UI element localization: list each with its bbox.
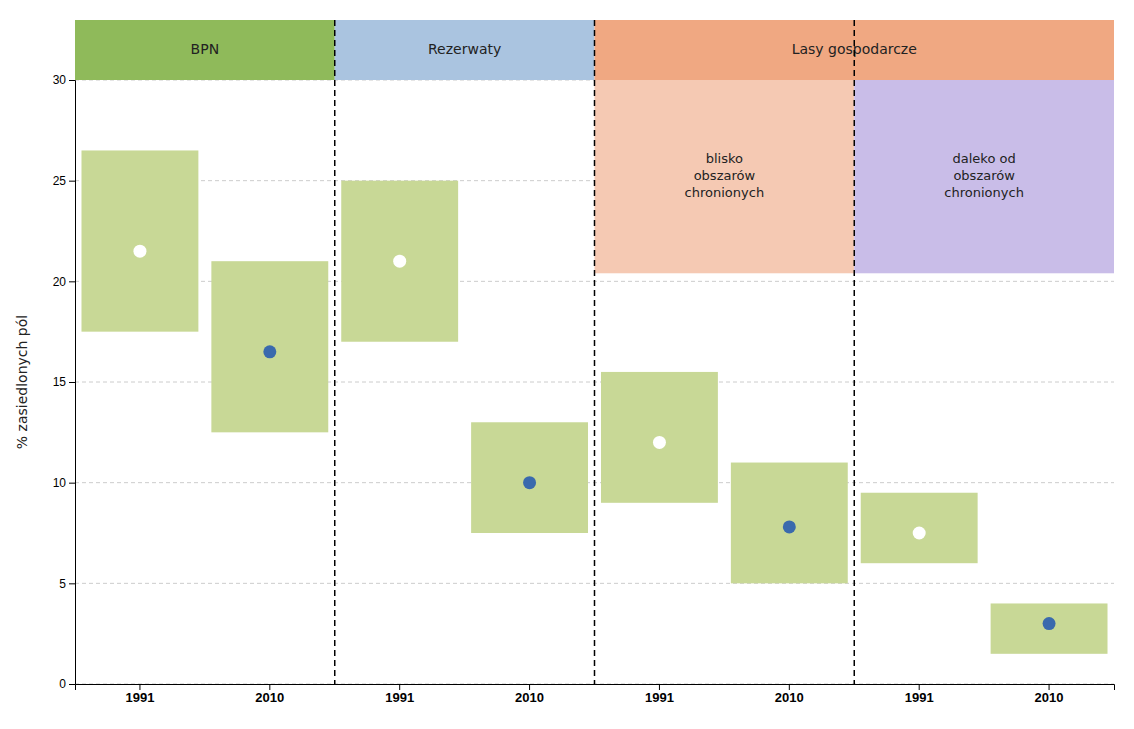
y-tick-label: 25 [53,174,67,188]
bar [81,150,198,331]
x-tick: 2010 [1035,684,1064,705]
x-tick: 1991 [905,684,934,705]
x-tick-label: 1991 [905,690,934,705]
y-tick-label: 30 [53,73,67,87]
point [653,436,666,449]
x-tick-label: 1991 [385,690,414,705]
x-axis-line [76,685,1115,691]
x-tick-mark [919,684,920,690]
y-tick-mark [69,684,75,685]
y-tick-mark [69,382,75,383]
point [783,520,796,533]
point [393,255,406,268]
bar [731,463,848,584]
x-tick: 2010 [255,684,284,705]
divider [334,20,336,684]
bar [861,493,978,563]
x-tick-mark [529,684,530,690]
y-tick: 10 [53,476,75,490]
y-tick-label: 10 [53,476,67,490]
x-tick-mark [1049,684,1050,690]
x-tick-mark [399,684,400,690]
x-tick-mark [269,684,270,690]
x-tick-label: 1991 [125,690,154,705]
y-tick-mark [69,583,75,584]
y-tick-label: 0 [59,677,66,691]
divider [594,20,596,684]
x-axis: 1991 2010 1991 2010 1991 2010 1991 2010 [76,684,1115,705]
point [1043,617,1056,630]
x-tick-label: 1991 [645,690,674,705]
sub-header-band [854,80,1114,273]
sub-header-band [595,80,855,273]
x-tick: 2010 [515,684,544,705]
x-tick-label: 2010 [1035,690,1064,705]
y-tick: 30 [53,73,75,87]
y-tick-mark [69,483,75,484]
bar [471,422,588,533]
header-label: BPN [191,41,220,57]
bar [991,603,1108,653]
y-tick: 15 [53,375,75,389]
header-band [335,20,595,80]
sub-header-label: daleko odobszarówchronionych [944,151,1024,200]
bar [211,261,328,432]
point [133,245,146,258]
y-tick-label: 15 [53,375,67,389]
y-tick-label: 5 [59,577,66,591]
x-tick-label: 2010 [775,690,804,705]
chart: bliskoobszarówchronionych daleko odobszar… [0,0,1134,729]
y-axis-title: % zasiedlonych pól [14,315,30,449]
x-tick: 1991 [385,684,414,705]
y-tick: 20 [53,275,75,289]
y-tick: 25 [53,174,75,188]
bar [341,181,458,342]
x-tick-label: 2010 [255,690,284,705]
x-tick-mark [139,684,140,690]
y-tick-mark [69,281,75,282]
x-tick: 2010 [775,684,804,705]
point [523,476,536,489]
divider [854,20,856,684]
y-axis-line [69,81,76,685]
y-tick-mark [69,80,75,81]
sub-header-label: bliskoobszarówchronionych [685,151,765,200]
point [263,345,276,358]
point [913,527,926,540]
x-tick-label: 2010 [515,690,544,705]
y-tick-label: 20 [53,275,67,289]
plot: bliskoobszarówchronionych daleko odobszar… [14,20,1115,705]
x-tick-mark [789,684,790,690]
x-tick: 1991 [125,684,154,705]
header-band [75,20,335,80]
y-tick: 5 [59,577,75,591]
y-tick-mark [69,181,75,182]
y-axis: 0 5 10 15 20 25 30 [53,73,76,691]
x-tick: 1991 [645,684,674,705]
bar [601,372,718,503]
y-tick: 0 [59,677,75,691]
x-tick-mark [659,684,660,690]
header-label: Rezerwaty [428,41,501,57]
